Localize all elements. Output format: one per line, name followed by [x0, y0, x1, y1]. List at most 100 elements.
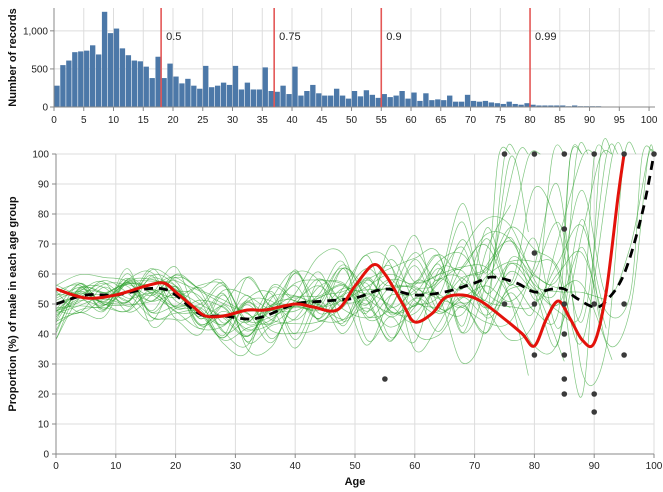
histogram-bar: [179, 83, 185, 107]
histogram-bar: [322, 95, 328, 107]
histogram-bar: [155, 56, 161, 107]
x-tick-label: 70: [469, 461, 481, 472]
y-tick-label: 90: [38, 180, 50, 191]
x-tick-label: 40: [290, 461, 302, 472]
histogram-bar: [452, 101, 459, 107]
y-tick-label: 30: [38, 360, 50, 371]
scatter-point: [561, 301, 568, 307]
x-tick-label: 60: [409, 461, 421, 472]
histogram-bar: [262, 67, 268, 107]
bootstrap-curves: [55, 138, 655, 398]
histogram-bar: [387, 97, 393, 107]
scatter-point: [561, 352, 568, 358]
scatter-point: [531, 352, 538, 358]
scatter-point: [621, 301, 627, 307]
histogram-bar: [393, 95, 399, 107]
histogram-bar: [518, 104, 524, 107]
x-tick-label: 20: [167, 115, 179, 126]
scatter-point: [621, 151, 627, 157]
histogram-bar: [274, 91, 280, 107]
histogram-bar: [429, 100, 435, 107]
histogram-bar: [435, 99, 441, 107]
scatter-point: [501, 301, 508, 307]
histogram-bar: [488, 102, 495, 107]
histogram-bar: [167, 63, 173, 107]
histogram-bar: [542, 105, 548, 107]
bootstrap-curve: [55, 237, 607, 329]
observed-curve-red: [55, 153, 626, 349]
scatter-point: [561, 226, 568, 232]
scatter-point: [561, 151, 568, 157]
x-tick-label: 75: [495, 115, 507, 126]
x-tick-label: 45: [316, 115, 328, 126]
histogram-bar: [143, 66, 149, 107]
histogram-bar: [316, 93, 322, 107]
histogram-bar: [500, 103, 506, 107]
histogram-bar: [298, 95, 304, 107]
histogram-bar: [161, 78, 167, 107]
histogram-y-axis-title: Number of records: [7, 8, 19, 106]
bootstrap-curve: [55, 147, 529, 337]
histogram-bar: [345, 98, 352, 107]
scatter-point: [531, 250, 538, 256]
x-tick-label: 55: [376, 115, 388, 126]
histogram-bar: [60, 65, 66, 107]
scatter-point: [621, 352, 627, 358]
scatter-point: [591, 301, 597, 307]
histogram-bar: [209, 87, 215, 107]
y-tick-label: 0: [42, 103, 48, 114]
bootstrap-curve: [55, 149, 655, 341]
bootstrap-curve: [55, 146, 511, 339]
histogram-bar: [417, 100, 423, 107]
y-tick-label: 500: [31, 64, 48, 75]
histogram-bar: [173, 76, 179, 107]
scatter-point: [591, 409, 597, 415]
histogram-bar: [476, 101, 483, 107]
x-tick-label: 35: [257, 115, 269, 126]
histogram-bar: [560, 105, 566, 107]
histogram-bar: [119, 48, 126, 107]
scatter-point: [591, 151, 597, 157]
bootstrap-curve: [55, 143, 517, 364]
histogram-bar: [304, 91, 310, 107]
y-tick-label: 70: [38, 240, 50, 251]
x-tick-label: 50: [346, 115, 358, 126]
histogram-bar: [107, 33, 114, 107]
y-tick-label: 10: [38, 420, 50, 431]
histogram-bar: [95, 54, 102, 107]
histogram-bar: [328, 95, 334, 107]
histogram-bar: [530, 104, 536, 107]
histogram-bar: [292, 66, 298, 107]
x-tick-label: 50: [349, 461, 361, 472]
bootstrap-curve: [55, 240, 613, 361]
histogram-bar: [131, 60, 138, 107]
x-tick-label: 90: [589, 461, 601, 472]
histogram-bar: [458, 101, 465, 107]
histogram-bar: [524, 103, 530, 107]
histogram-bar: [66, 60, 72, 107]
histogram-bar: [203, 65, 209, 107]
scatter-point: [531, 151, 538, 157]
y-tick-label: 20: [38, 390, 50, 401]
histogram-bar: [238, 89, 245, 107]
y-tick-label: 50: [38, 300, 50, 311]
histogram-bar: [548, 105, 554, 107]
histogram-bar: [214, 85, 221, 107]
y-tick-label: 100: [32, 150, 49, 161]
x-tick-label: 5: [81, 115, 87, 126]
x-tick-label: 10: [108, 115, 120, 126]
histogram-bar: [363, 90, 370, 107]
histogram-bar: [554, 105, 560, 107]
x-tick-label: 80: [524, 115, 536, 126]
histogram-bar: [357, 96, 364, 107]
x-tick-label: 20: [170, 461, 182, 472]
y-axis-title: Proportion (%) of male in each age group: [7, 196, 19, 411]
histogram-bar: [494, 103, 500, 107]
histogram-bar: [333, 88, 340, 107]
histogram-bar: [411, 92, 417, 107]
histogram-bar: [72, 52, 78, 107]
histogram-bar: [286, 94, 292, 107]
histogram-bar: [512, 103, 518, 107]
proportion-panel: 0 10 20 30 40 50 60 70 80 90 100 0 10 20 30 40 50 60 70 80 9…: [7, 138, 663, 488]
histogram-bar: [375, 97, 381, 107]
